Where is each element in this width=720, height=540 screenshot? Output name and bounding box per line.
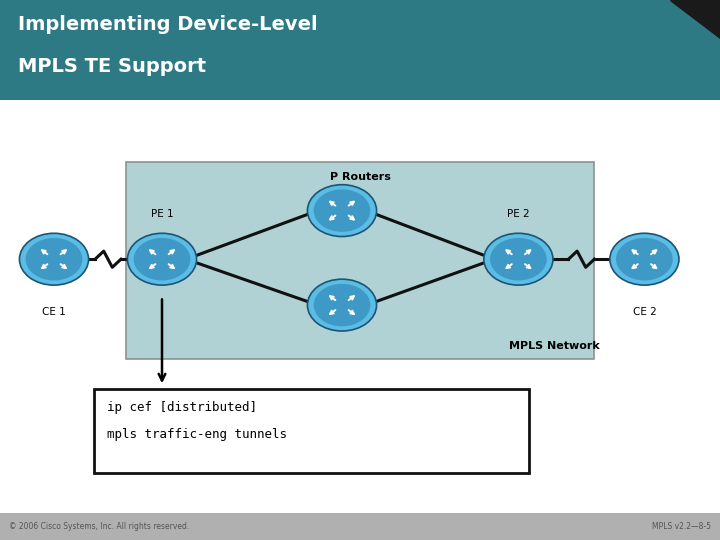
Text: CE 2: CE 2 [633, 307, 656, 318]
FancyBboxPatch shape [94, 389, 529, 472]
Circle shape [307, 279, 377, 331]
Circle shape [19, 233, 89, 285]
Circle shape [134, 238, 190, 280]
Text: PE 2: PE 2 [507, 209, 530, 219]
FancyBboxPatch shape [0, 513, 720, 540]
Circle shape [26, 238, 82, 280]
Circle shape [127, 233, 197, 285]
Circle shape [314, 190, 370, 232]
Circle shape [314, 284, 370, 326]
FancyBboxPatch shape [126, 162, 594, 359]
Polygon shape [670, 0, 720, 38]
Circle shape [616, 238, 672, 280]
Text: ip cef [distributed]: ip cef [distributed] [107, 401, 256, 414]
Text: Implementing Device-Level: Implementing Device-Level [18, 15, 318, 34]
Circle shape [610, 233, 679, 285]
Circle shape [484, 233, 553, 285]
Text: MPLS TE Support: MPLS TE Support [18, 57, 206, 76]
Circle shape [307, 185, 377, 237]
Text: P Routers: P Routers [330, 172, 390, 182]
FancyBboxPatch shape [0, 0, 720, 100]
Text: CE 1: CE 1 [42, 307, 66, 318]
Text: PE 1: PE 1 [150, 209, 174, 219]
Text: MPLS Network: MPLS Network [509, 341, 600, 351]
Text: mpls traffic-eng tunnels: mpls traffic-eng tunnels [107, 428, 287, 441]
Text: © 2006 Cisco Systems, Inc. All rights reserved.: © 2006 Cisco Systems, Inc. All rights re… [9, 522, 189, 531]
Text: MPLS v2.2—8-5: MPLS v2.2—8-5 [652, 522, 711, 531]
Circle shape [490, 238, 546, 280]
